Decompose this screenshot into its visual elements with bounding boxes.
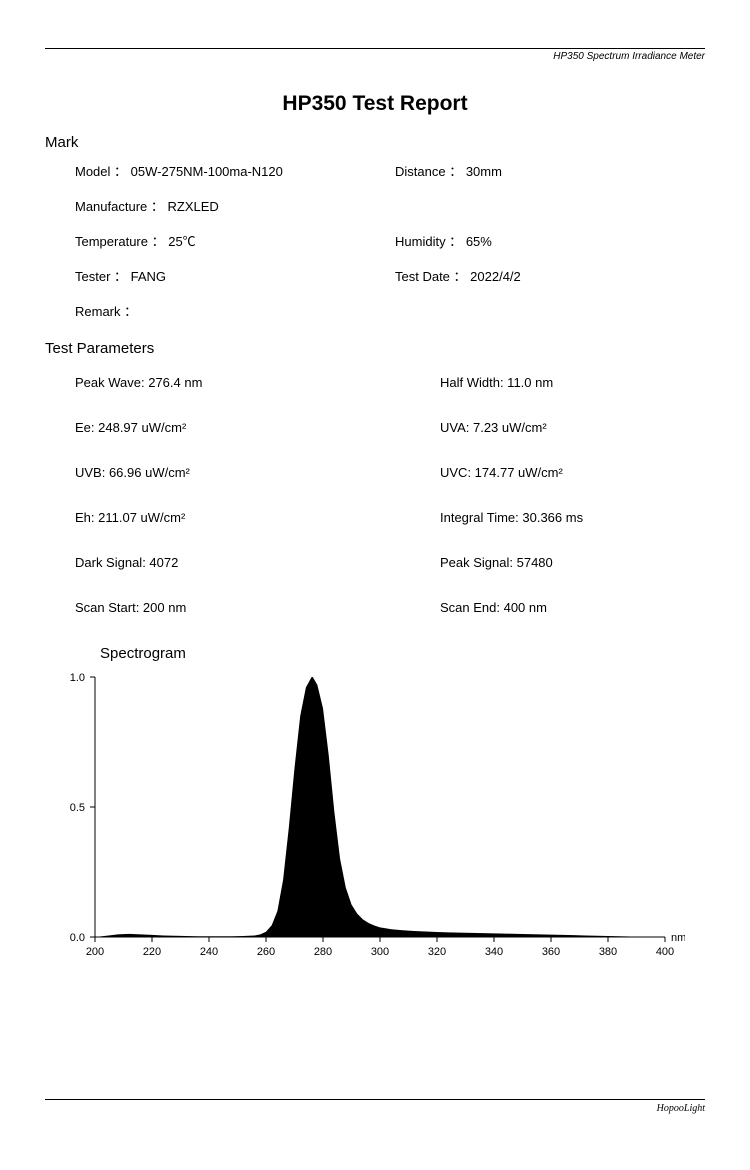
temperature-value: 25℃: [168, 234, 195, 249]
svg-text:240: 240: [200, 946, 218, 958]
dark-signal: Dark Signal: 4072: [75, 555, 440, 570]
mark-section-header: Mark: [45, 134, 705, 151]
footer-brand: HopooLight: [657, 1103, 705, 1114]
remark-label: Remark ：: [75, 304, 137, 319]
temperature-label: Temperature ：: [75, 234, 165, 249]
params-section-header: Test Parameters: [45, 340, 705, 357]
model-label: Model ：: [75, 164, 127, 179]
half-width: Half Width: 11.0 nm: [440, 375, 705, 390]
header-device-name: HP350 Spectrum Irradiance Meter: [45, 51, 705, 62]
uvb: UVB: 66.96 uW/cm²: [75, 465, 440, 480]
tester-label: Tester ：: [75, 269, 127, 284]
test-date-label: Test Date ：: [395, 269, 467, 284]
model-value: 05W-275NM-100ma-N120: [131, 164, 283, 179]
header-divider: [45, 48, 705, 49]
svg-text:0.5: 0.5: [70, 802, 85, 814]
report-title: HP350 Test Report: [45, 92, 705, 116]
humidity-value: 65%: [466, 234, 492, 249]
manufacture-label: Manufacture ：: [75, 199, 164, 214]
svg-text:200: 200: [86, 946, 104, 958]
svg-text:380: 380: [599, 946, 617, 958]
eh: Eh: 211.07 uW/cm²: [75, 510, 440, 525]
remark-field: Remark ：: [75, 301, 395, 320]
manufacture-field: Manufacture ： RZXLED: [75, 196, 395, 215]
temperature-field: Temperature ： 25℃: [75, 231, 395, 250]
test-date-field: Test Date ： 2022/4/2: [395, 266, 705, 285]
svg-text:360: 360: [542, 946, 560, 958]
ee: Ee: 248.97 uW/cm²: [75, 420, 440, 435]
svg-text:1.0: 1.0: [70, 672, 85, 684]
spectrogram-svg: 0.0 0.5 1.0 200 220 240 260 280 300 320 340 360 380 4…: [45, 667, 685, 967]
tester-value: FANG: [131, 269, 166, 284]
svg-text:400: 400: [656, 946, 674, 958]
distance-label: Distance ：: [395, 164, 462, 179]
uvc: UVC: 174.77 uW/cm²: [440, 465, 705, 480]
chart-title: Spectrogram: [100, 645, 705, 662]
distance-field: Distance ： 30mm: [395, 161, 705, 180]
scan-end: Scan End: 400 nm: [440, 600, 705, 615]
svg-text:320: 320: [428, 946, 446, 958]
peak-wave: Peak Wave: 276.4 nm: [75, 375, 440, 390]
params-grid: Peak Wave: 276.4 nm Half Width: 11.0 nm …: [45, 375, 705, 615]
test-date-value: 2022/4/2: [470, 269, 521, 284]
model-field: Model ： 05W-275NM-100ma-N120: [75, 161, 395, 180]
spectrogram-chart: Spectrogram 0.0 0.5 1.0 200 220 240 260 280 300 3…: [45, 645, 705, 967]
footer-divider: [45, 1099, 705, 1100]
peak-signal: Peak Signal: 57480: [440, 555, 705, 570]
humidity-field: Humidity ： 65%: [395, 231, 705, 250]
integral-time: Integral Time: 30.366 ms: [440, 510, 705, 525]
svg-text:260: 260: [257, 946, 275, 958]
svg-text:300: 300: [371, 946, 389, 958]
humidity-label: Humidity ：: [395, 234, 462, 249]
svg-text:0.0: 0.0: [70, 932, 85, 944]
svg-text:nm: nm: [671, 932, 685, 944]
uva: UVA: 7.23 uW/cm²: [440, 420, 705, 435]
scan-start: Scan Start: 200 nm: [75, 600, 440, 615]
mark-grid: Model ： 05W-275NM-100ma-N120 Distance ： …: [45, 161, 705, 320]
svg-text:280: 280: [314, 946, 332, 958]
tester-field: Tester ： FANG: [75, 266, 395, 285]
svg-text:220: 220: [143, 946, 161, 958]
svg-text:340: 340: [485, 946, 503, 958]
manufacture-value: RZXLED: [168, 199, 219, 214]
distance-value: 30mm: [466, 164, 502, 179]
